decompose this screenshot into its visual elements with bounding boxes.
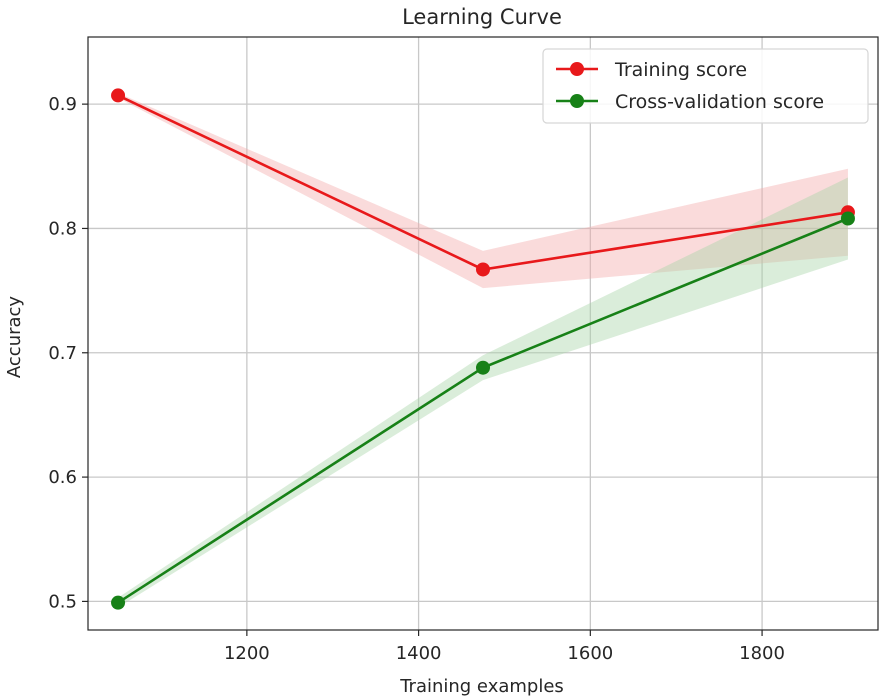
y-tick-label: 0.6 xyxy=(48,467,77,488)
chart-title: Learning Curve xyxy=(402,5,562,29)
x-axis-label: Training examples xyxy=(399,676,564,697)
y-tick-label: 0.9 xyxy=(48,94,77,115)
legend-training-label: Training score xyxy=(614,59,747,81)
confidence-bands xyxy=(118,92,848,608)
x-axis-ticks: 1200 1400 1600 1800 xyxy=(224,630,785,664)
cross-validation-score-band xyxy=(118,177,848,608)
legend-training-marker xyxy=(570,62,584,76)
y-tick-label: 0.5 xyxy=(48,591,77,612)
y-tick-label: 0.8 xyxy=(48,218,77,239)
x-tick-label: 1400 xyxy=(396,643,442,664)
y-axis-label: Accuracy xyxy=(4,296,25,379)
legend-box xyxy=(542,48,869,124)
cross-validation-score-point xyxy=(476,360,490,375)
y-axis-ticks: 0.5 0.6 0.7 0.8 0.9 xyxy=(48,94,88,612)
legend-cross-validation-label: Cross-validation score xyxy=(615,91,824,113)
legend: Training score Cross-validation score xyxy=(542,48,869,124)
cross-validation-score-point xyxy=(840,211,855,226)
training-score-band xyxy=(118,92,848,289)
y-tick-label: 0.7 xyxy=(48,343,77,364)
plot-frame xyxy=(87,36,879,631)
training-score-point xyxy=(476,262,490,277)
series-points xyxy=(111,88,855,610)
x-tick-label: 1800 xyxy=(739,643,785,664)
x-tick-label: 1200 xyxy=(224,643,270,664)
training-score-point xyxy=(111,88,126,103)
x-tick-label: 1600 xyxy=(567,643,613,664)
legend-cross-validation-marker xyxy=(570,94,584,108)
cross-validation-score-point xyxy=(111,595,126,610)
